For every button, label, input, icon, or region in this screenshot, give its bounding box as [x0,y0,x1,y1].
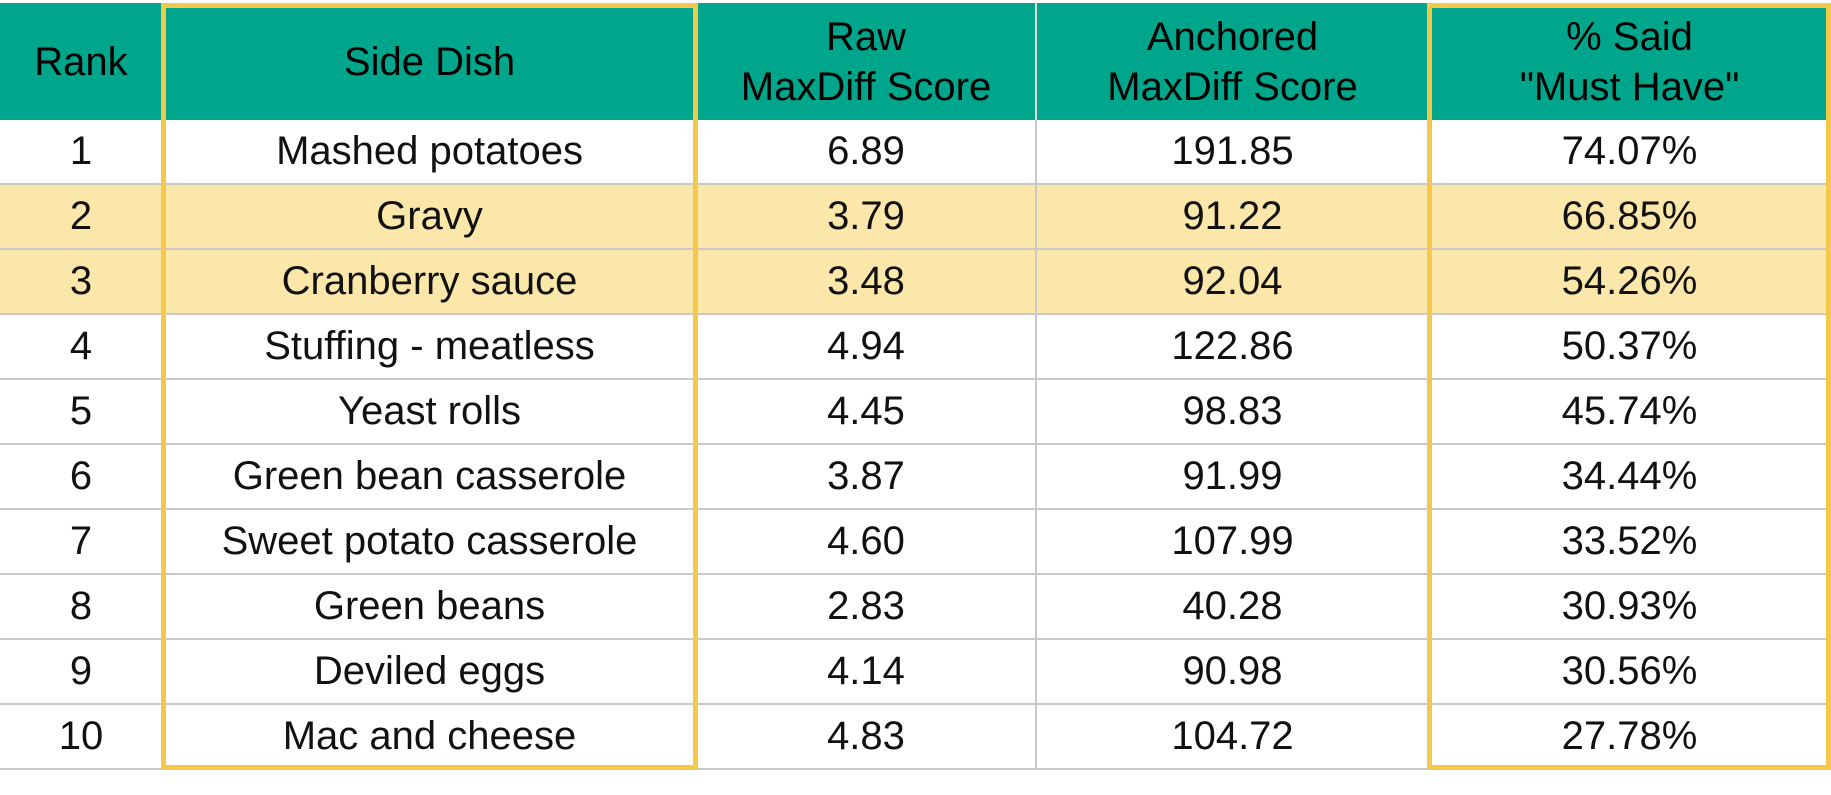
table-row: 8 Green beans 2.83 40.28 30.93% [0,574,1829,640]
raw-score-cell: 4.83 [696,704,1037,770]
anchored-score-cell: 91.99 [1036,444,1430,510]
anchored-score-cell: 90.98 [1036,639,1430,705]
must-have-cell: 50.37% [1429,314,1829,380]
raw-score-cell: 6.89 [696,120,1037,185]
anchored-score-cell: 91.22 [1036,184,1430,250]
rank-cell: 6 [0,444,164,510]
raw-score-cell: 4.94 [696,314,1037,380]
side-dish-cell: Green beans [163,574,697,640]
table-row: 7 Sweet potato casserole 4.60 107.99 33.52% [0,509,1829,575]
anchored-score-cell: 98.83 [1036,379,1430,445]
table-body: 1 Mashed potatoes 6.89 191.85 74.07% 2 Gravy 3.… [0,120,1829,770]
anchored-score-cell: 191.85 [1036,120,1430,185]
header-raw-score: Raw MaxDiff Score [696,3,1037,120]
side-dish-cell: Green bean casserole [163,444,697,510]
side-dish-cell: Stuffing - meatless [163,314,697,380]
side-dish-cell: Yeast rolls [163,379,697,445]
anchored-score-cell: 107.99 [1036,509,1430,575]
table-row: 3 Cranberry sauce 3.48 92.04 54.26% [0,249,1829,315]
must-have-cell: 34.44% [1429,444,1829,510]
rank-cell: 10 [0,704,164,770]
must-have-cell: 30.93% [1429,574,1829,640]
raw-score-cell: 2.83 [696,574,1037,640]
side-dish-cell: Mashed potatoes [163,120,697,185]
rank-cell: 9 [0,639,164,705]
rank-cell: 8 [0,574,164,640]
must-have-cell: 54.26% [1429,249,1829,315]
side-dish-cell: Sweet potato casserole [163,509,697,575]
must-have-cell: 45.74% [1429,379,1829,445]
side-dish-cell: Cranberry sauce [163,249,697,315]
anchored-score-cell: 40.28 [1036,574,1430,640]
rank-cell: 5 [0,379,164,445]
anchored-score-cell: 104.72 [1036,704,1430,770]
raw-score-cell: 3.79 [696,184,1037,250]
rank-cell: 1 [0,120,164,185]
table-row: 6 Green bean casserole 3.87 91.99 34.44% [0,444,1829,510]
header-must-have: % Said "Must Have" [1429,3,1829,120]
rank-cell: 7 [0,509,164,575]
raw-score-cell: 3.48 [696,249,1037,315]
maxdiff-table-container: Rank Side Dish Raw MaxDiff Score Anchore… [0,3,1831,770]
rank-cell: 3 [0,249,164,315]
must-have-cell: 30.56% [1429,639,1829,705]
must-have-cell: 66.85% [1429,184,1829,250]
must-have-cell: 33.52% [1429,509,1829,575]
raw-score-cell: 3.87 [696,444,1037,510]
anchored-score-cell: 122.86 [1036,314,1430,380]
side-dish-table: Rank Side Dish Raw MaxDiff Score Anchore… [0,3,1829,770]
raw-score-cell: 4.45 [696,379,1037,445]
table-row: 2 Gravy 3.79 91.22 66.85% [0,184,1829,250]
raw-score-cell: 4.60 [696,509,1037,575]
header-side-dish: Side Dish [163,3,697,120]
rank-cell: 2 [0,184,164,250]
must-have-cell: 74.07% [1429,120,1829,185]
header-anchored-score: Anchored MaxDiff Score [1036,3,1430,120]
side-dish-cell: Deviled eggs [163,639,697,705]
table-row: 9 Deviled eggs 4.14 90.98 30.56% [0,639,1829,705]
raw-score-cell: 4.14 [696,639,1037,705]
rank-cell: 4 [0,314,164,380]
anchored-score-cell: 92.04 [1036,249,1430,315]
table-row: 10 Mac and cheese 4.83 104.72 27.78% [0,704,1829,770]
header-rank: Rank [0,3,164,120]
side-dish-cell: Mac and cheese [163,704,697,770]
must-have-cell: 27.78% [1429,704,1829,770]
side-dish-cell: Gravy [163,184,697,250]
header-row: Rank Side Dish Raw MaxDiff Score Anchore… [0,3,1829,120]
table-row: 1 Mashed potatoes 6.89 191.85 74.07% [0,120,1829,185]
table-row: 5 Yeast rolls 4.45 98.83 45.74% [0,379,1829,445]
table-row: 4 Stuffing - meatless 4.94 122.86 50.37% [0,314,1829,380]
